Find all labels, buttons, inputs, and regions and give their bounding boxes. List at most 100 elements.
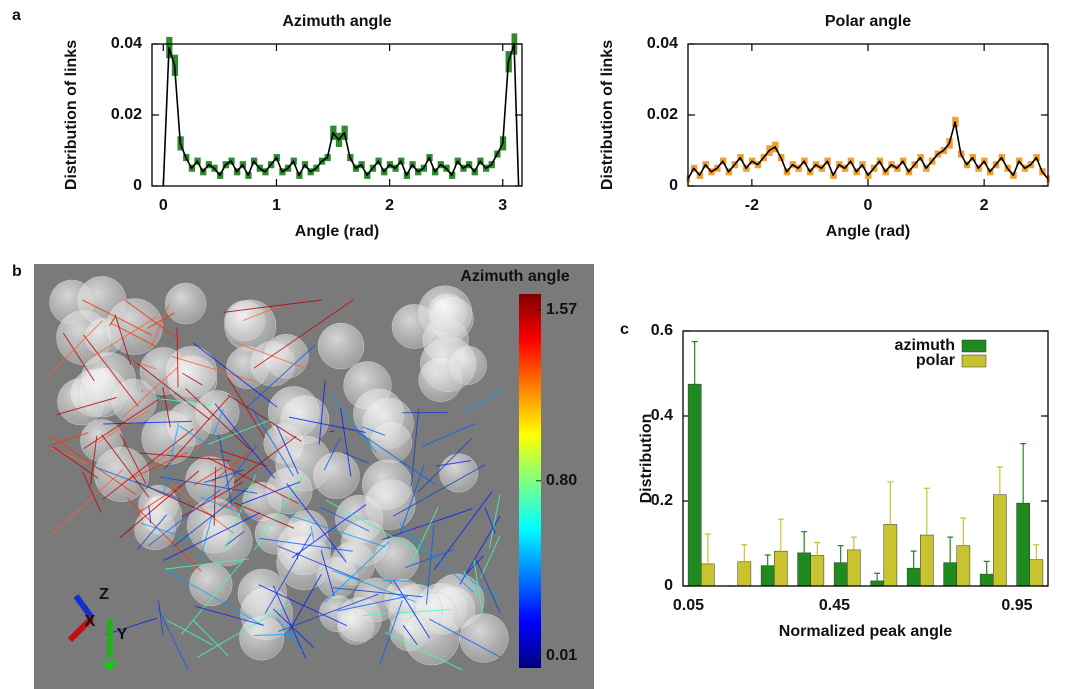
axes-frame bbox=[687, 43, 1049, 187]
x-tick-label: 0.45 bbox=[819, 597, 850, 614]
y-tick-label: 0 bbox=[133, 177, 142, 194]
link bbox=[49, 469, 124, 537]
link bbox=[227, 377, 265, 439]
link bbox=[219, 450, 267, 467]
bar bbox=[797, 552, 811, 587]
bead bbox=[427, 292, 467, 333]
link bbox=[278, 593, 379, 632]
link bbox=[83, 395, 164, 449]
link bbox=[340, 408, 352, 477]
x-tick-label: 0 bbox=[864, 197, 873, 214]
line bbox=[162, 43, 520, 187]
link bbox=[102, 428, 194, 501]
y-tick-label: 0.02 bbox=[647, 106, 678, 123]
error-bar bbox=[691, 341, 698, 385]
link bbox=[251, 407, 295, 477]
link bbox=[193, 466, 224, 486]
link bbox=[180, 559, 245, 635]
link bbox=[181, 481, 244, 518]
link bbox=[139, 452, 231, 462]
bar bbox=[870, 580, 884, 587]
link bbox=[417, 437, 473, 493]
link bbox=[361, 608, 451, 616]
link bbox=[103, 420, 192, 425]
link bbox=[218, 434, 233, 508]
link bbox=[253, 299, 354, 369]
y-tick-label: 0.4 bbox=[651, 407, 673, 424]
bar bbox=[906, 567, 921, 587]
y-tick-label: 0.6 bbox=[651, 322, 673, 339]
link bbox=[325, 499, 419, 552]
bar bbox=[701, 563, 715, 587]
axis-label: Y bbox=[117, 626, 128, 643]
link bbox=[82, 472, 102, 513]
link bbox=[337, 595, 408, 612]
x-tick-label: 1 bbox=[272, 197, 281, 214]
link bbox=[361, 426, 386, 436]
link bbox=[89, 435, 98, 486]
link bbox=[421, 423, 476, 447]
error-bar bbox=[764, 554, 771, 566]
link bbox=[411, 507, 439, 563]
link bbox=[101, 434, 150, 498]
legend-label: polar bbox=[916, 352, 955, 369]
link bbox=[136, 514, 168, 551]
x-tick-label: 0 bbox=[159, 197, 168, 214]
link bbox=[213, 466, 217, 526]
link bbox=[208, 417, 276, 445]
link bbox=[433, 491, 493, 571]
link bbox=[192, 619, 229, 657]
link bbox=[288, 574, 322, 632]
y-tick-label: 0.02 bbox=[111, 106, 142, 123]
panel-label: c bbox=[620, 321, 629, 338]
x-tick-label: 0.95 bbox=[1001, 597, 1032, 614]
y-tick-label: 0.04 bbox=[647, 35, 678, 52]
link bbox=[91, 316, 158, 358]
link bbox=[193, 442, 202, 453]
link bbox=[235, 342, 305, 369]
link bbox=[159, 476, 258, 494]
axes-frame bbox=[151, 43, 523, 187]
link bbox=[82, 299, 152, 336]
link bbox=[233, 502, 295, 529]
bar bbox=[687, 383, 702, 587]
bead bbox=[239, 615, 285, 661]
link bbox=[147, 312, 175, 329]
link bbox=[276, 617, 303, 652]
link bbox=[320, 506, 370, 532]
link bbox=[119, 433, 147, 485]
bead bbox=[447, 345, 487, 385]
error-bar bbox=[837, 545, 844, 563]
x-axis-label: Normalized peak angle bbox=[779, 623, 952, 640]
axis-arrow bbox=[102, 662, 118, 672]
link bbox=[402, 624, 418, 646]
link bbox=[435, 460, 472, 467]
legend-swatch bbox=[961, 339, 987, 353]
y-axis-label: Distribution of links bbox=[599, 40, 616, 190]
error-bar bbox=[1033, 544, 1040, 560]
error-bar bbox=[947, 536, 954, 563]
x-tick-label: 3 bbox=[498, 197, 507, 214]
link bbox=[310, 526, 315, 542]
panel-label: b bbox=[12, 263, 22, 280]
colorbar-tick-label: 0.80 bbox=[546, 472, 577, 489]
y-axis-label: Distribution bbox=[638, 414, 655, 504]
error-bar bbox=[923, 487, 930, 535]
network-render bbox=[49, 276, 509, 672]
link bbox=[124, 299, 184, 343]
link bbox=[358, 431, 437, 486]
axis-arrow bbox=[73, 594, 95, 620]
link bbox=[149, 449, 173, 469]
link bbox=[163, 423, 180, 494]
y-axis-label: Distribution of links bbox=[63, 40, 80, 190]
bar bbox=[1029, 559, 1044, 587]
link bbox=[195, 605, 264, 626]
bar bbox=[810, 555, 825, 587]
error-bar bbox=[1020, 443, 1027, 504]
link bbox=[199, 515, 213, 559]
error-bar bbox=[910, 550, 917, 569]
link bbox=[83, 334, 139, 407]
axes-frame bbox=[682, 330, 1049, 587]
error-bar bbox=[983, 560, 990, 575]
error-bar bbox=[801, 531, 808, 553]
